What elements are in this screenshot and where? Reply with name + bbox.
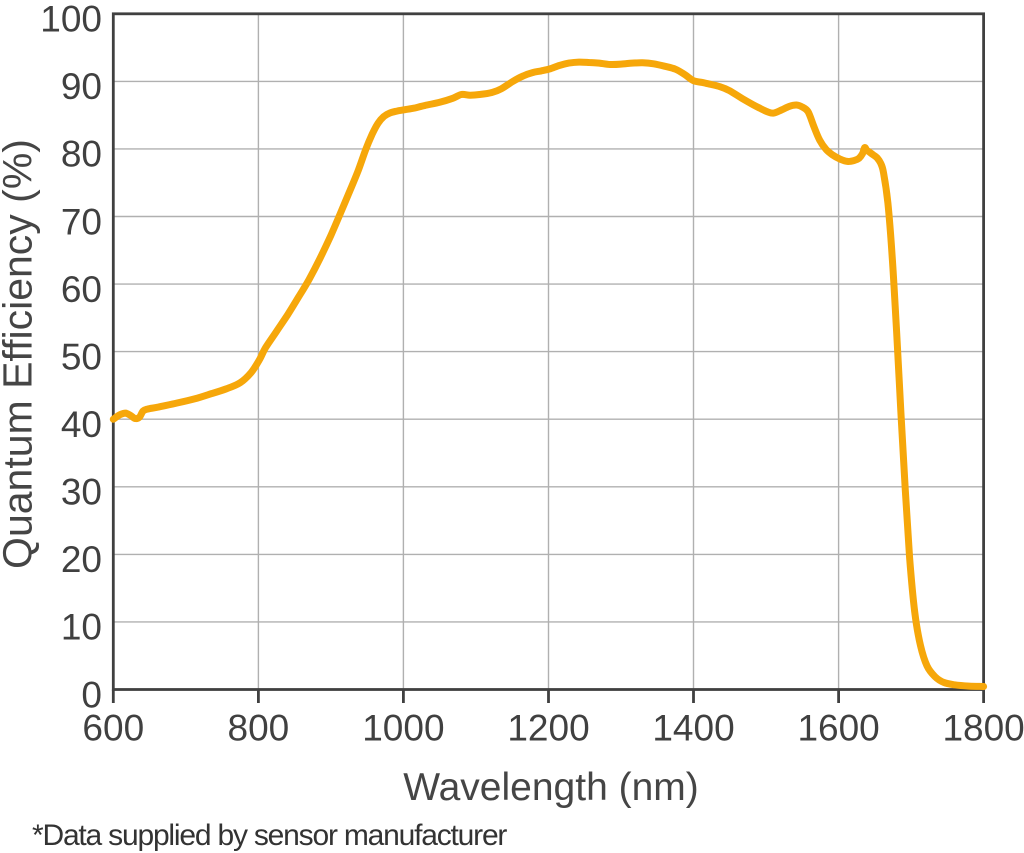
svg-text:70: 70 (61, 201, 102, 242)
svg-text:1600: 1600 (797, 708, 879, 749)
svg-text:30: 30 (61, 472, 102, 513)
svg-text:60: 60 (61, 269, 102, 310)
svg-text:800: 800 (228, 708, 290, 749)
svg-text:1800: 1800 (942, 708, 1024, 749)
svg-text:100: 100 (40, 0, 102, 40)
svg-text:10: 10 (61, 607, 102, 648)
svg-text:40: 40 (61, 404, 102, 445)
svg-text:*Data supplied by sensor manuf: *Data supplied by sensor manufacturer (32, 819, 507, 852)
svg-text:20: 20 (61, 539, 102, 580)
svg-text:90: 90 (61, 66, 102, 107)
svg-text:80: 80 (61, 134, 102, 175)
svg-text:600: 600 (82, 708, 144, 749)
svg-text:Wavelength (nm): Wavelength (nm) (403, 766, 699, 809)
svg-text:1400: 1400 (652, 708, 734, 749)
svg-text:50: 50 (61, 336, 102, 377)
svg-text:1000: 1000 (362, 708, 444, 749)
svg-text:Quantum Efficiency (%): Quantum Efficiency (%) (0, 139, 41, 569)
svg-text:1200: 1200 (507, 708, 589, 749)
svg-text:0: 0 (81, 674, 102, 715)
